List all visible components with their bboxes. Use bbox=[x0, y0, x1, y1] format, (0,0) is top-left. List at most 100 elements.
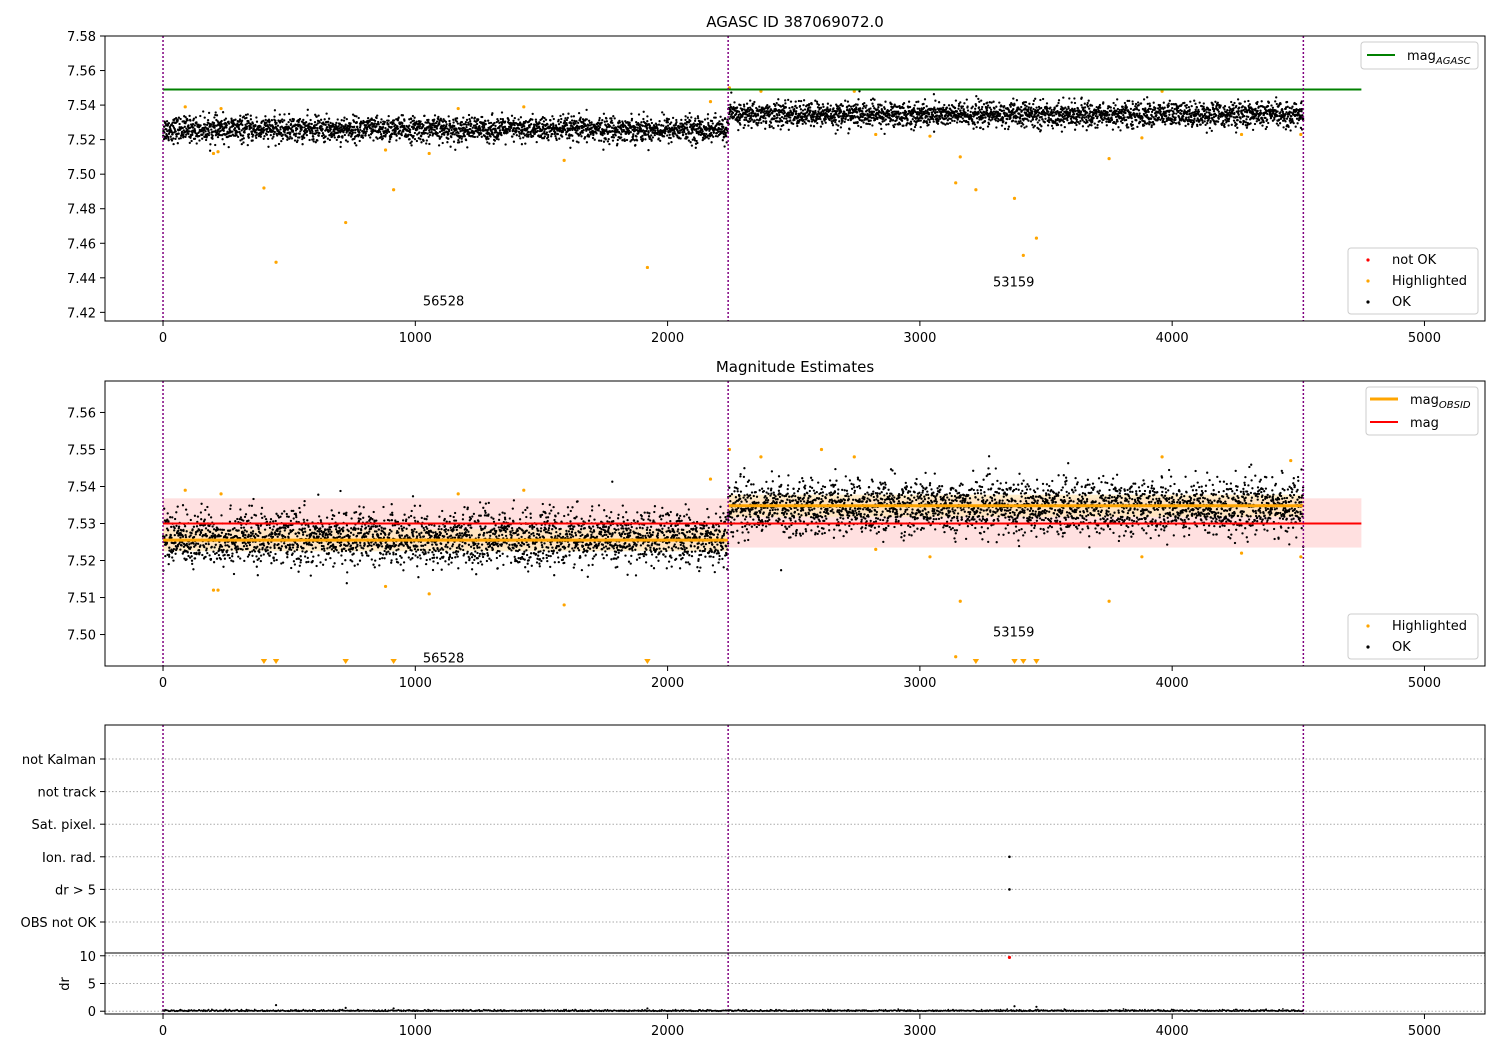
agasc-ok-point bbox=[552, 117, 555, 121]
agasc-ok-point bbox=[1037, 114, 1040, 117]
agasc-ok-point bbox=[1131, 120, 1134, 123]
agasc-ok-point bbox=[478, 124, 481, 128]
agasc-ok-point bbox=[747, 106, 750, 110]
agasc-ok-point bbox=[192, 117, 196, 120]
agasc-ok-point bbox=[380, 118, 383, 121]
agasc-ok-point bbox=[1125, 123, 1129, 126]
agasc-ok-point bbox=[285, 123, 288, 126]
agasc-panel: AGASC ID 387069072.0 7.427.447.467.487.5… bbox=[67, 13, 1486, 346]
agasc-ok-point bbox=[979, 126, 982, 129]
agasc-ok-point bbox=[470, 116, 474, 119]
agasc-ok-point bbox=[472, 131, 476, 135]
agasc-ok-point bbox=[534, 118, 538, 121]
agasc-ok-point bbox=[829, 108, 832, 111]
agasc-ok-point bbox=[266, 127, 269, 131]
agasc-ok-point bbox=[706, 113, 710, 116]
agasc-ok-point bbox=[802, 99, 806, 102]
agasc-ok-point bbox=[250, 123, 253, 126]
agasc-ok-point bbox=[812, 125, 816, 128]
agasc-ok-point bbox=[739, 103, 742, 107]
agasc-ok-point bbox=[961, 105, 965, 108]
agasc-ok-point bbox=[607, 137, 610, 141]
agasc-ok-point bbox=[579, 116, 582, 119]
agasc-ok-point bbox=[166, 129, 169, 133]
agasc-ok-point bbox=[641, 124, 645, 128]
agasc-ok-point bbox=[214, 113, 217, 117]
agasc-ok-point bbox=[286, 138, 289, 141]
agasc-ok-point bbox=[566, 116, 569, 120]
agasc-ok-point bbox=[912, 106, 916, 110]
agasc-ok-point bbox=[543, 135, 546, 138]
agasc-ok-point bbox=[562, 113, 565, 116]
agasc-ok-point bbox=[567, 112, 570, 115]
agasc-ok-point bbox=[515, 134, 518, 137]
agasc-ok-point bbox=[376, 120, 380, 124]
agasc-ok-point bbox=[1149, 121, 1152, 124]
agasc-ok-point bbox=[1121, 121, 1124, 125]
agasc-ok-point bbox=[922, 106, 926, 110]
agasc-ok-point bbox=[242, 137, 245, 140]
agasc-ok-point bbox=[183, 125, 186, 128]
agasc-ok-point bbox=[169, 135, 172, 138]
agasc-ok-point bbox=[1123, 101, 1127, 105]
agasc-ok-point bbox=[473, 135, 477, 139]
agasc-ok-point bbox=[246, 113, 249, 116]
agasc-ok-point bbox=[685, 126, 689, 129]
agasc-ok-point bbox=[250, 126, 253, 129]
agasc-ok-point bbox=[1007, 127, 1010, 131]
agasc-ok-point bbox=[996, 120, 1000, 123]
agasc-ok-point bbox=[880, 104, 883, 107]
agasc-ok-point bbox=[645, 129, 648, 133]
agasc-ok-point bbox=[354, 131, 357, 134]
agasc-ok-point bbox=[1078, 116, 1081, 119]
agasc-ok-point bbox=[317, 114, 320, 117]
agasc-ok-point bbox=[911, 118, 914, 121]
agasc-ok-point bbox=[1168, 99, 1171, 102]
agasc-ok-point bbox=[784, 105, 787, 109]
agasc-ok-point bbox=[347, 134, 350, 137]
agasc-ok-point bbox=[1039, 129, 1042, 132]
agasc-ok-point bbox=[780, 115, 784, 119]
agasc-ok-point bbox=[634, 143, 637, 147]
agasc-ok-point bbox=[475, 122, 479, 126]
agasc-ok-point bbox=[1168, 113, 1171, 116]
agasc-ok-point bbox=[925, 121, 929, 125]
agasc-ok-point bbox=[507, 119, 510, 122]
agasc-ok-point bbox=[1112, 107, 1116, 110]
agasc-ok-point bbox=[1142, 98, 1146, 101]
agasc-ok-point bbox=[346, 140, 349, 143]
agasc-ok-point bbox=[958, 120, 962, 123]
agasc-ok-point bbox=[709, 131, 713, 135]
agasc-ok-point bbox=[834, 132, 837, 135]
agasc-ok-point bbox=[378, 128, 382, 131]
agasc-ok-point bbox=[561, 135, 564, 138]
agasc-ok-point bbox=[365, 130, 368, 133]
agasc-ok-point bbox=[297, 120, 300, 124]
agasc-ok-point bbox=[299, 130, 302, 133]
agasc-ok-point bbox=[932, 118, 935, 121]
agasc-ok-point bbox=[315, 115, 318, 118]
agasc-ok-point bbox=[387, 123, 390, 126]
agasc-ok-point bbox=[776, 113, 779, 117]
agasc-ok-point bbox=[465, 118, 469, 122]
agasc-ok-point bbox=[552, 123, 555, 127]
agasc-ok-point bbox=[203, 116, 206, 119]
agasc-ok-point bbox=[699, 123, 703, 126]
agasc-ok-point bbox=[1073, 97, 1076, 100]
agasc-ok-point bbox=[176, 118, 179, 122]
agasc-ok-point bbox=[245, 116, 248, 120]
agasc-ok-point bbox=[1100, 121, 1104, 124]
agasc-ok-point bbox=[358, 139, 361, 143]
agasc-ok-point bbox=[932, 120, 935, 123]
agasc-ok-point bbox=[684, 115, 687, 118]
agasc-ok-point bbox=[799, 99, 803, 103]
agasc-ok-point bbox=[689, 141, 692, 144]
agasc-ok-point bbox=[777, 124, 780, 127]
agasc-ok-point bbox=[721, 119, 725, 122]
agasc-ok-point bbox=[327, 120, 330, 123]
agasc-ok-point bbox=[876, 108, 879, 111]
agasc-ok-point bbox=[714, 116, 717, 119]
agasc-ok-point bbox=[902, 124, 905, 127]
agasc-ok-point bbox=[786, 121, 789, 125]
agasc-ok-point bbox=[510, 114, 514, 117]
